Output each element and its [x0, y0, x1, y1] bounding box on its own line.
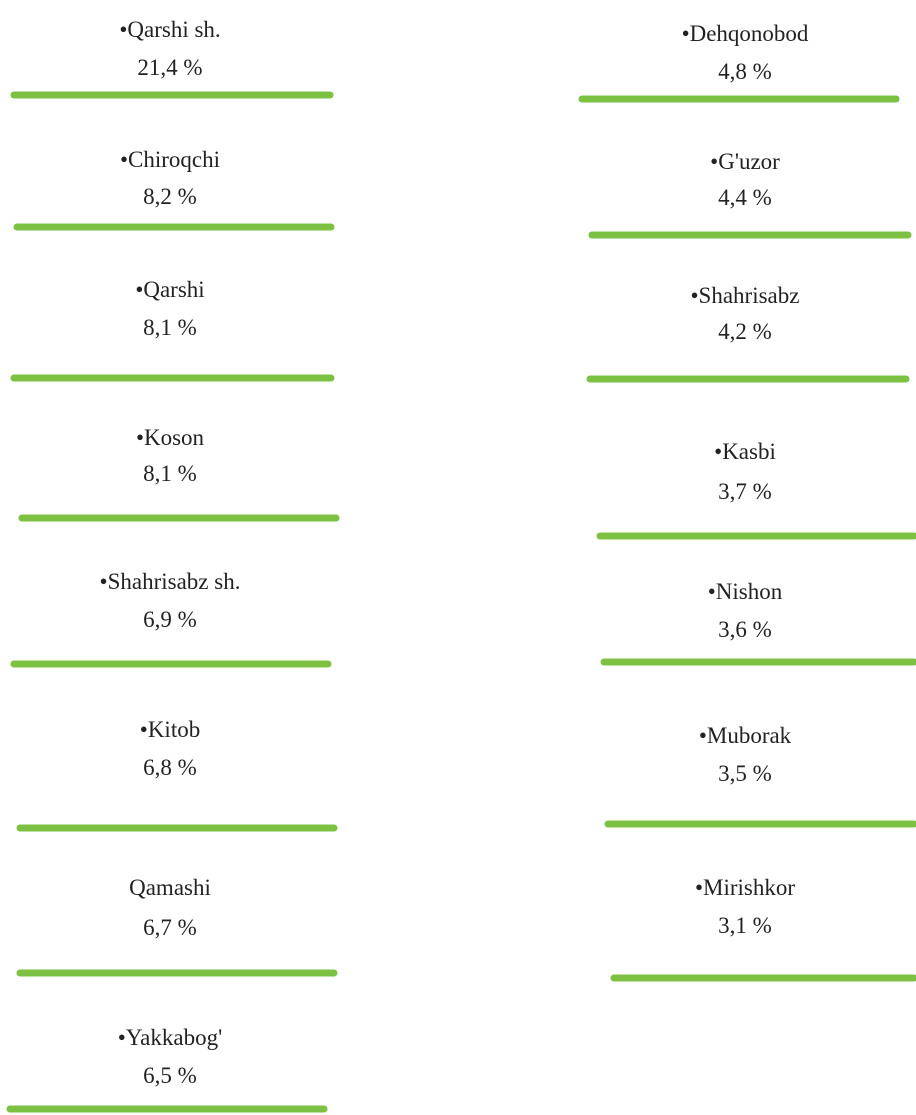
region-share: 8,2 %: [143, 184, 197, 209]
region-name: Qamashi: [129, 875, 211, 900]
region-name: •Kasbi: [714, 439, 776, 464]
region-name: •Shahrisabz: [690, 283, 800, 308]
region-share: 6,9 %: [143, 607, 197, 632]
region-share: 6,5 %: [143, 1063, 197, 1088]
region-name: •Kitob: [139, 717, 201, 742]
region-share: 4,4 %: [718, 185, 772, 210]
region-share: 4,8 %: [718, 59, 772, 84]
region-share: 8,1 %: [143, 461, 197, 486]
region-name: •Mirishkor: [694, 875, 796, 900]
region-share: 21,4 %: [137, 55, 203, 80]
region-share: 3,5 %: [718, 761, 772, 786]
region-name: •Shahrisabz sh.: [99, 569, 241, 594]
region-share: 4,2 %: [718, 319, 772, 344]
region-name: •G'uzor: [710, 149, 780, 174]
region-name: •Yakkabog': [117, 1025, 223, 1050]
region-share: 3,7 %: [718, 479, 772, 504]
region-share: 8,1 %: [143, 315, 197, 340]
region-share: 6,8 %: [143, 755, 197, 780]
region-share: 3,6 %: [718, 617, 772, 642]
region-name: •Dehqonobod: [681, 21, 809, 46]
region-name: •Nishon: [707, 579, 783, 604]
region-name: •Muborak: [698, 723, 792, 748]
region-share: 3,1 %: [718, 913, 772, 938]
region-name: •Qarshi sh.: [119, 17, 221, 42]
region-name: •Chiroqchi: [119, 147, 221, 172]
region-name: •Koson: [135, 425, 205, 450]
region-name: •Qarshi: [135, 277, 205, 302]
region-share: 6,7 %: [143, 915, 197, 940]
